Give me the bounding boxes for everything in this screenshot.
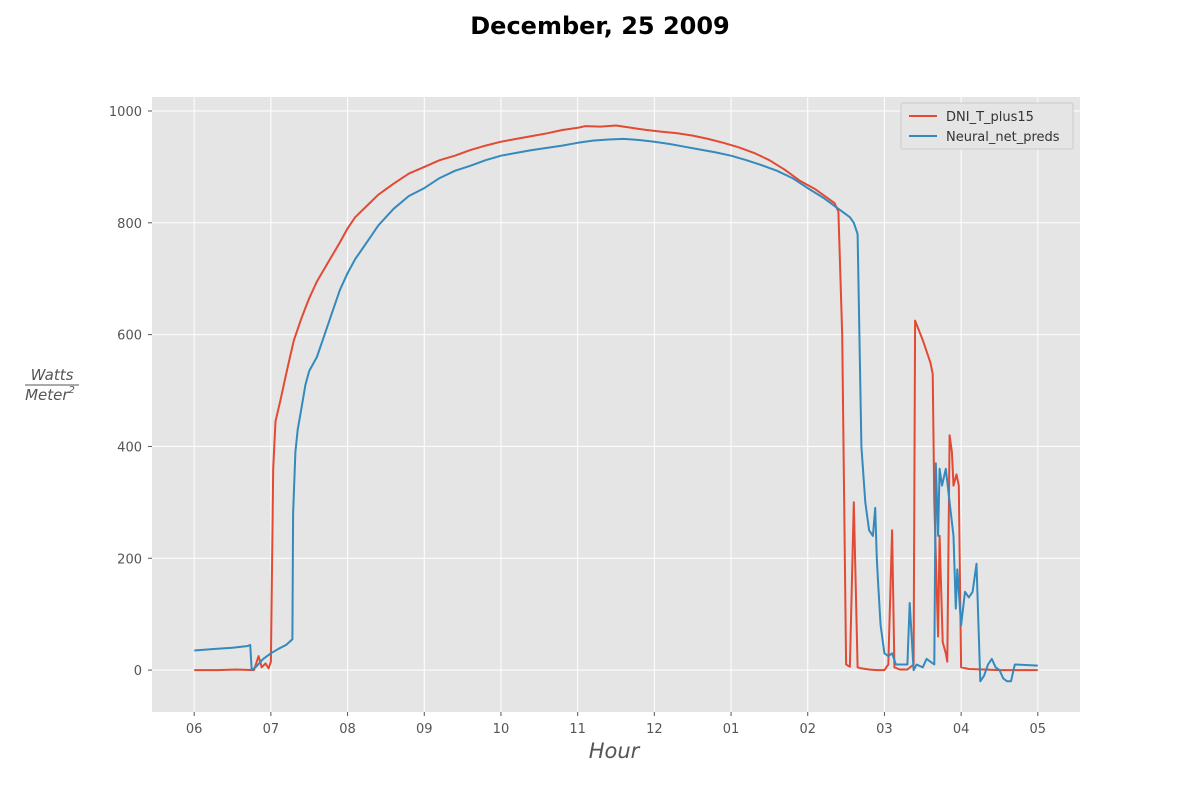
series-layer bbox=[194, 124, 1038, 683]
x-axis-ticks: 06 07 08 09 10 11 12 01 02 03 04 05 bbox=[186, 712, 1046, 737]
x-tick-label: 06 bbox=[186, 722, 203, 737]
x-tick-label: 07 bbox=[263, 722, 280, 737]
x-tick-label: 02 bbox=[799, 722, 816, 737]
legend-label-neural-net: Neural_net_preds bbox=[946, 130, 1060, 145]
x-axis-label: Hour bbox=[589, 739, 641, 763]
y-tick-label: 400 bbox=[117, 440, 142, 455]
y-tick-label: 600 bbox=[117, 329, 142, 344]
series-line-neural-net bbox=[194, 137, 1038, 683]
x-tick-label: 03 bbox=[876, 722, 893, 737]
y-tick-label: 200 bbox=[117, 552, 142, 567]
y-tick-label: 800 bbox=[117, 217, 142, 232]
x-tick-label: 12 bbox=[646, 722, 663, 737]
x-tick-label: 11 bbox=[569, 722, 586, 737]
y-tick-label: 0 bbox=[134, 664, 142, 679]
y-axis-label: Watts Meter2 bbox=[25, 366, 79, 404]
plot-area bbox=[152, 97, 1080, 712]
y-axis-label-denominator-exponent: 2 bbox=[69, 385, 75, 396]
x-tick-label: 01 bbox=[723, 722, 740, 737]
chart-title: December, 25 2009 bbox=[470, 12, 730, 40]
legend-label-dni: DNI_T_plus15 bbox=[946, 110, 1034, 125]
y-tick-label: 1000 bbox=[109, 105, 142, 120]
x-tick-label: 08 bbox=[339, 722, 356, 737]
x-tick-label: 05 bbox=[1030, 722, 1047, 737]
series-line-dni bbox=[194, 124, 1038, 672]
legend: DNI_T_plus15 Neural_net_preds bbox=[900, 102, 1074, 150]
y-axis-label-denominator: Meter2 bbox=[25, 385, 75, 404]
legend-box bbox=[900, 102, 1074, 150]
y-axis-label-numerator: Watts bbox=[31, 366, 74, 384]
grid bbox=[152, 97, 1080, 712]
x-tick-label: 04 bbox=[953, 722, 970, 737]
x-tick-label: 10 bbox=[493, 722, 510, 737]
x-tick-label: 09 bbox=[416, 722, 433, 737]
y-axis-ticks: 0 200 400 600 800 1000 bbox=[109, 105, 152, 679]
y-axis-label-denominator-base: Meter bbox=[25, 386, 69, 404]
